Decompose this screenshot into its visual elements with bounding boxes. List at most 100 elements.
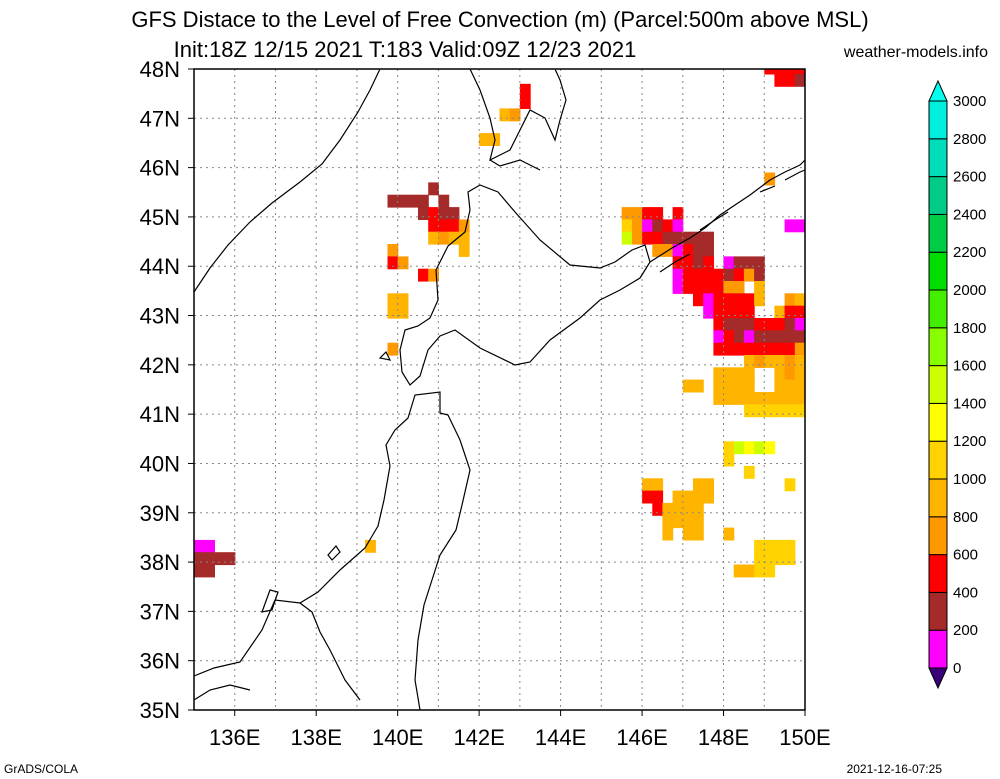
lfc-cell <box>743 330 755 344</box>
lfc-cell <box>743 318 755 331</box>
lfc-cell <box>397 305 409 319</box>
lfc-cell <box>723 293 735 307</box>
lfc-cell <box>703 293 714 307</box>
lfc-cell <box>784 478 796 492</box>
lfc-cell <box>387 244 399 257</box>
lfc-cell <box>764 318 776 331</box>
colorbar-segment <box>928 478 948 518</box>
lfc-cell <box>365 539 376 553</box>
lfc-cell <box>723 268 735 282</box>
lat-tick-label: 36N <box>140 649 180 674</box>
lfc-cell <box>794 379 805 393</box>
lfc-cell <box>387 194 399 208</box>
lfc-cell <box>774 404 786 418</box>
lfc-cell <box>774 73 786 87</box>
lfc-cell <box>794 73 805 87</box>
colorbar-segment <box>928 138 948 178</box>
lfc-cell <box>428 219 439 233</box>
lfc-cell <box>693 244 704 257</box>
lfc-cell <box>774 69 786 75</box>
lfc-cell <box>733 564 745 578</box>
lfc-cell <box>784 305 796 319</box>
colorbar-label: 3000 <box>953 93 986 110</box>
lfc-cell <box>794 330 805 344</box>
lfc-cell <box>672 219 684 233</box>
colorbar-segment <box>928 591 948 631</box>
lfc-cell <box>743 355 755 368</box>
lat-tick-label: 40N <box>140 451 180 476</box>
lfc-cell <box>784 379 796 393</box>
colorbar-label: 2800 <box>953 131 986 148</box>
lfc-cell <box>224 552 236 566</box>
lfc-cell <box>784 367 796 381</box>
lfc-cell <box>754 404 765 418</box>
lfc-cell <box>387 342 399 356</box>
lfc-cell <box>784 73 796 87</box>
lfc-cell <box>733 379 745 393</box>
lfc-cell <box>754 268 765 282</box>
lfc-cell <box>723 392 735 405</box>
lfc-cell <box>652 490 664 504</box>
colorbar-segment <box>928 213 948 253</box>
lat-tick-label: 37N <box>140 599 180 624</box>
lfc-cell <box>642 490 653 504</box>
colorbar-label: 2000 <box>953 282 986 299</box>
lfc-cell <box>631 207 643 220</box>
lfc-cell <box>774 330 786 344</box>
lfc-cell <box>774 539 786 553</box>
lfc-cell <box>397 194 409 208</box>
lfc-cell <box>682 256 694 270</box>
lfc-cell <box>733 256 745 270</box>
lfc-cell <box>774 342 786 356</box>
lfc-cell <box>703 281 714 294</box>
lfc-cell <box>387 256 399 270</box>
lfc-cell <box>794 219 805 233</box>
colorbar-label: 400 <box>953 584 978 601</box>
lfc-cell <box>723 379 735 393</box>
lfc-cell <box>754 539 765 553</box>
lat-tick-label: 35N <box>140 698 180 723</box>
lfc-cell <box>713 330 725 344</box>
colorbar-segment <box>928 516 948 556</box>
lfc-cell <box>418 194 429 208</box>
lfc-cell <box>723 441 735 455</box>
colorbar-segment <box>928 440 948 480</box>
lfc-cell <box>764 552 776 566</box>
lfc-cell <box>764 404 776 418</box>
map-gridlines <box>194 69 805 710</box>
colorbar-min-arrow <box>928 667 948 690</box>
lfc-cell <box>784 404 796 418</box>
lfc-cell <box>662 527 674 541</box>
lfc-cell <box>682 527 694 541</box>
lfc-cell <box>682 379 694 393</box>
lfc-cell <box>693 379 704 393</box>
lfc-cell <box>764 172 776 186</box>
lfc-cell <box>733 330 745 344</box>
lfc-cell <box>743 465 755 479</box>
lfc-cell <box>703 244 714 257</box>
map-subtitle: Init:18Z 12/15 2021 T:183 Valid:09Z 12/2… <box>173 37 637 62</box>
lfc-cell <box>418 207 429 220</box>
lon-tick-label: 146E <box>616 725 667 750</box>
colorbar-segment <box>928 402 948 442</box>
lfc-cell <box>672 268 684 282</box>
lfc-cell <box>794 342 805 356</box>
lfc-cell <box>387 293 399 307</box>
lfc-cell <box>774 305 786 319</box>
lfc-cell <box>204 552 215 566</box>
lfc-cell <box>723 281 735 294</box>
colorbar-label: 2400 <box>953 206 986 223</box>
lfc-cell <box>713 342 725 356</box>
lfc-cell <box>754 281 765 294</box>
lfc-cell <box>723 318 735 331</box>
lat-tick-label: 47N <box>140 106 180 131</box>
lfc-cell <box>672 490 684 504</box>
lfc-cell <box>693 293 704 307</box>
lfc-cell <box>458 244 470 257</box>
lfc-cell <box>703 305 714 319</box>
lfc-cell <box>764 330 776 344</box>
lfc-cell <box>733 342 745 356</box>
lfc-cell <box>713 305 725 319</box>
lfc-cell <box>743 379 755 393</box>
lfc-cell <box>672 502 684 516</box>
